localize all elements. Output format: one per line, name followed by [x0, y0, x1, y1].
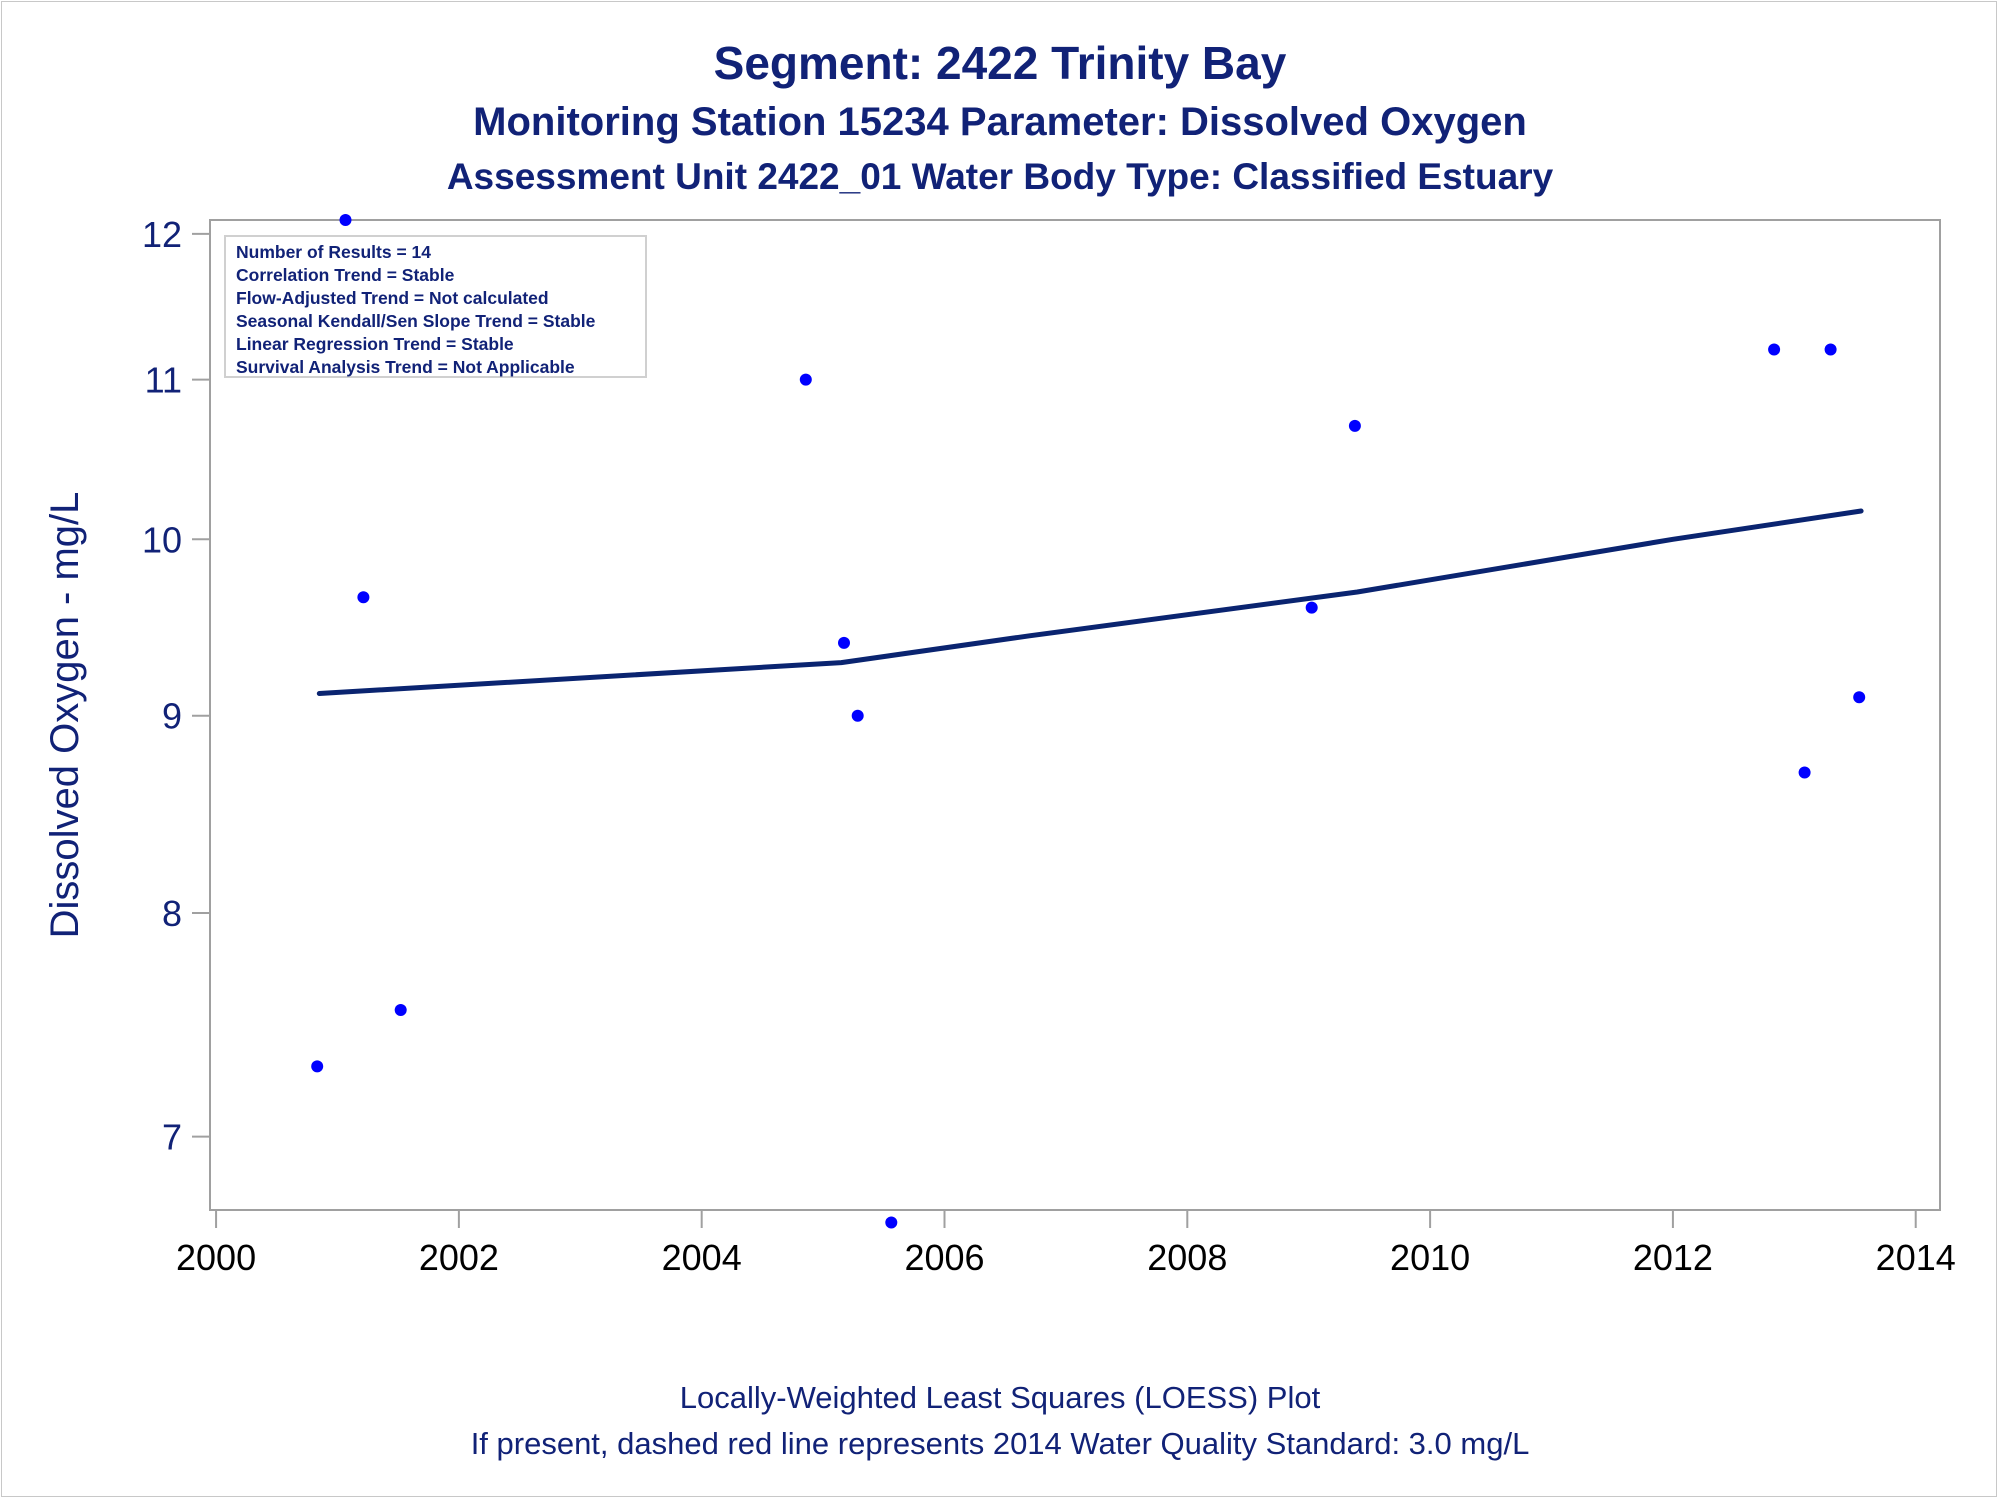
- y-tick-label: 9: [162, 696, 182, 737]
- data-point: [1305, 601, 1318, 614]
- data-point: [339, 214, 352, 226]
- chart-title: Segment: 2422 Trinity Bay: [713, 37, 1287, 89]
- footnote-water-quality-standard: If present, dashed red line represents 2…: [470, 1426, 1530, 1461]
- data-point: [1824, 343, 1837, 356]
- data-point: [1798, 766, 1811, 779]
- x-tick-label: 2004: [662, 1237, 742, 1278]
- x-tick-label: 2002: [419, 1237, 499, 1278]
- stat-flow-adjusted-trend: Flow-Adjusted Trend = Not calculated: [236, 288, 549, 308]
- x-tick-label: 2014: [1876, 1237, 1956, 1278]
- y-tick-label: 10: [142, 519, 182, 560]
- data-point: [1768, 343, 1781, 356]
- data-point: [838, 636, 850, 649]
- data-points: [311, 214, 1866, 1229]
- chart-subtitle-station: Monitoring Station 15234 Parameter: Diss…: [473, 100, 1527, 144]
- x-axis: 2000 2002 2004 2006 2008 2010 2012 2014: [176, 1210, 1956, 1278]
- y-tick-label: 7: [162, 1117, 182, 1158]
- y-tick-label: 12: [142, 214, 182, 255]
- loess-curve: [316, 508, 1864, 696]
- x-tick-label: 2010: [1390, 1237, 1470, 1278]
- y-axis-label: Dissolved Oxygen - mg/L: [43, 492, 87, 939]
- x-tick-label: 2000: [176, 1237, 256, 1278]
- stat-number-of-results: Number of Results = 14: [236, 242, 431, 262]
- data-point: [357, 591, 370, 604]
- data-point: [851, 709, 864, 722]
- stat-correlation-trend: Correlation Trend = Stable: [236, 265, 455, 285]
- x-tick-label: 2006: [904, 1237, 984, 1278]
- y-axis: 7 8 9 10 11 12: [142, 214, 210, 1158]
- stat-seasonal-kendall-trend: Seasonal Kendall/Sen Slope Trend = Stabl…: [236, 311, 596, 331]
- chart-subtitle-assessment: Assessment Unit 2422_01 Water Body Type:…: [446, 156, 1554, 197]
- y-tick-label: 11: [145, 360, 182, 401]
- data-point: [885, 1216, 898, 1229]
- trend-statistics-box: Number of Results = 14 Correlation Trend…: [224, 235, 647, 378]
- y-tick-label: 8: [162, 893, 182, 934]
- stat-survival-analysis-trend: Survival Analysis Trend = Not Applicable: [236, 357, 575, 377]
- x-tick-label: 2012: [1633, 1237, 1713, 1278]
- footnote-plot-type: Locally-Weighted Least Squares (LOESS) P…: [679, 1380, 1321, 1415]
- stat-linear-regression-trend: Linear Regression Trend = Stable: [236, 334, 514, 354]
- data-point: [799, 373, 812, 386]
- data-point: [311, 1060, 324, 1073]
- data-point: [1853, 691, 1866, 704]
- data-point: [394, 1004, 407, 1016]
- x-tick-label: 2008: [1147, 1237, 1227, 1278]
- data-point: [1348, 419, 1361, 432]
